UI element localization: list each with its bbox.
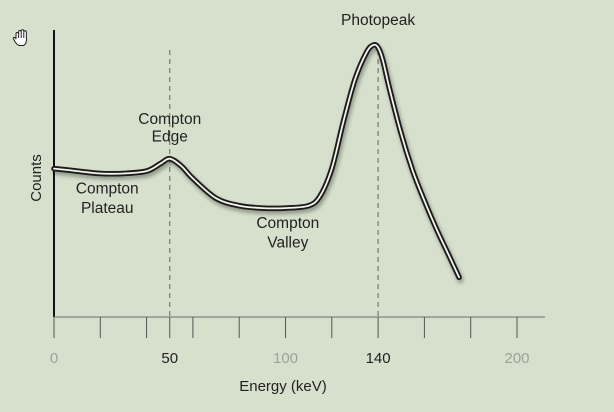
annotation-label: Photopeak xyxy=(341,12,415,29)
x-tick-label: 100 xyxy=(273,350,298,367)
x-tick-label: 200 xyxy=(504,350,529,367)
annotation-label: Compton xyxy=(256,215,319,232)
annotation-label: Compton xyxy=(76,180,139,197)
hand-cursor-icon xyxy=(12,29,27,46)
annotation-label: Valley xyxy=(267,235,308,252)
x-tick-label: 140 xyxy=(366,350,391,367)
annotations: PhotopeakComptonEdgeComptonPlateauCompto… xyxy=(76,12,416,251)
curve-outline xyxy=(51,41,462,281)
annotation-label: Compton xyxy=(138,111,201,128)
curve-highlight xyxy=(53,43,460,279)
x-axis-label: Energy (keV) xyxy=(239,378,327,395)
curve-group xyxy=(51,41,462,281)
axes xyxy=(53,30,545,338)
annotation-label: Plateau xyxy=(81,200,134,217)
x-tick-label: 0 xyxy=(50,350,58,367)
spectrum-curve xyxy=(51,41,462,281)
x-tick-label: 50 xyxy=(161,350,178,367)
x-tick-labels: 0 50 100 140 200 xyxy=(50,350,530,367)
y-axis-label: Counts xyxy=(28,154,45,202)
annotation-label: Edge xyxy=(152,128,188,145)
